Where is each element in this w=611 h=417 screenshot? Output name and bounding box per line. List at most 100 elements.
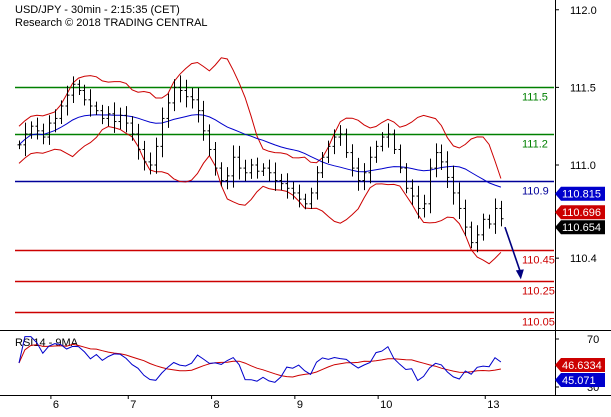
price-bar <box>178 75 183 103</box>
price-bar <box>219 162 224 187</box>
price-bar <box>82 84 87 106</box>
forecast-arrow <box>504 226 524 280</box>
rsi-value-tags: 46.6334 45.071 <box>555 358 605 388</box>
price-bar <box>130 116 135 141</box>
svg-text:110.696: 110.696 <box>562 207 601 219</box>
price-bar <box>136 123 141 160</box>
price-bar <box>94 101 99 116</box>
price-bar <box>326 140 331 164</box>
price-value-tags: 110.815 110.696 110.654 <box>555 186 605 235</box>
level-label-5: 110.05 <box>522 317 555 329</box>
svg-text:45.071: 45.071 <box>562 375 596 387</box>
price-bar <box>77 79 82 96</box>
price-bar <box>398 144 403 174</box>
time-tick-label: 6 <box>53 399 59 411</box>
price-bar <box>154 137 159 174</box>
price-bar <box>279 173 284 191</box>
price-bar <box>124 106 129 133</box>
moving-average-line <box>18 114 502 188</box>
price-bar <box>255 157 260 179</box>
price-bar <box>100 104 105 125</box>
svg-text:110.815: 110.815 <box>562 189 601 201</box>
price-bar <box>422 194 427 218</box>
price-bar <box>428 158 433 214</box>
price-bar <box>344 128 349 158</box>
lower-band-line <box>18 125 502 265</box>
chart-subtitle: Research © 2018 TRADING CENTRAL <box>15 17 208 29</box>
price-axis: 112.0 111.5 111.0 110.4 <box>555 5 597 265</box>
price-bar <box>47 115 52 145</box>
price-bar <box>350 144 355 177</box>
price-bar <box>29 121 34 139</box>
price-bar <box>65 85 70 116</box>
price-bar <box>374 140 379 163</box>
price-bar <box>297 184 302 208</box>
price-bar <box>201 100 206 141</box>
price-bar <box>160 107 165 158</box>
price-bar <box>332 129 337 155</box>
upper-band-line <box>18 57 502 179</box>
price-tick-label: 112.0 <box>570 5 597 17</box>
horizontal-levels: 111.5 111.2 110.9 110.45 110.25 110.05 <box>15 86 555 329</box>
price-bar <box>368 146 373 184</box>
forecast-arrow-shaft <box>504 226 522 274</box>
svg-text:46.6334: 46.6334 <box>562 360 602 372</box>
price-bar <box>71 76 76 103</box>
price-bar <box>386 123 391 148</box>
price-tick-label: 111.0 <box>570 160 596 172</box>
time-tick-label: 8 <box>214 399 220 411</box>
price-bars <box>17 75 504 253</box>
price-bar <box>481 213 486 241</box>
price-bar <box>291 181 296 200</box>
price-bar <box>53 109 58 133</box>
price-bar <box>237 145 242 180</box>
price-bar <box>112 102 117 133</box>
rsi-line <box>18 336 502 383</box>
price-bar <box>231 145 236 188</box>
price-bar <box>273 162 278 191</box>
price-tick-label: 111.5 <box>570 82 596 94</box>
price-bar <box>249 158 254 179</box>
price-bar <box>243 159 248 182</box>
time-tick-label: 13 <box>487 399 499 411</box>
price-bar <box>457 182 462 219</box>
price-bar <box>106 106 111 127</box>
price-bar <box>392 129 397 154</box>
price-bar <box>439 144 444 170</box>
bollinger-bands <box>18 57 502 265</box>
price-tag-2: 110.654 <box>555 220 605 235</box>
level-label-1: 111.2 <box>522 139 548 151</box>
rsi-tick-label: 70 <box>587 334 599 346</box>
time-tick-label: 9 <box>297 399 303 411</box>
price-bar <box>35 117 40 140</box>
level-label-3: 110.45 <box>522 255 555 267</box>
svg-text:110.654: 110.654 <box>562 222 601 234</box>
rsi-tag-1: 45.071 <box>555 373 605 388</box>
price-bar <box>338 125 343 146</box>
price-tag-1: 110.696 <box>555 205 605 220</box>
price-tick-label: 110.4 <box>570 253 597 265</box>
price-bar <box>416 185 421 219</box>
price-bar <box>315 166 320 200</box>
price-bar <box>207 124 212 156</box>
price-bar <box>118 107 123 130</box>
price-bar <box>23 122 28 157</box>
price-bar <box>166 93 171 128</box>
price-bar <box>493 198 498 234</box>
price-bar <box>142 140 147 171</box>
price-bar <box>475 225 480 253</box>
price-bar <box>404 163 409 194</box>
price-bar <box>184 79 189 108</box>
price-bar <box>261 163 266 177</box>
time-axis: 6 7 8 9 10 13 <box>50 395 500 411</box>
level-label-4: 110.25 <box>522 286 555 298</box>
price-bar <box>320 152 325 178</box>
price-bar <box>469 221 474 249</box>
price-bar <box>463 199 468 236</box>
price-bar <box>362 163 367 191</box>
level-label-2: 110.9 <box>522 186 549 198</box>
price-bar <box>303 193 308 210</box>
price-bar <box>309 187 314 210</box>
price-bar <box>148 152 153 175</box>
price-bar <box>59 100 64 125</box>
